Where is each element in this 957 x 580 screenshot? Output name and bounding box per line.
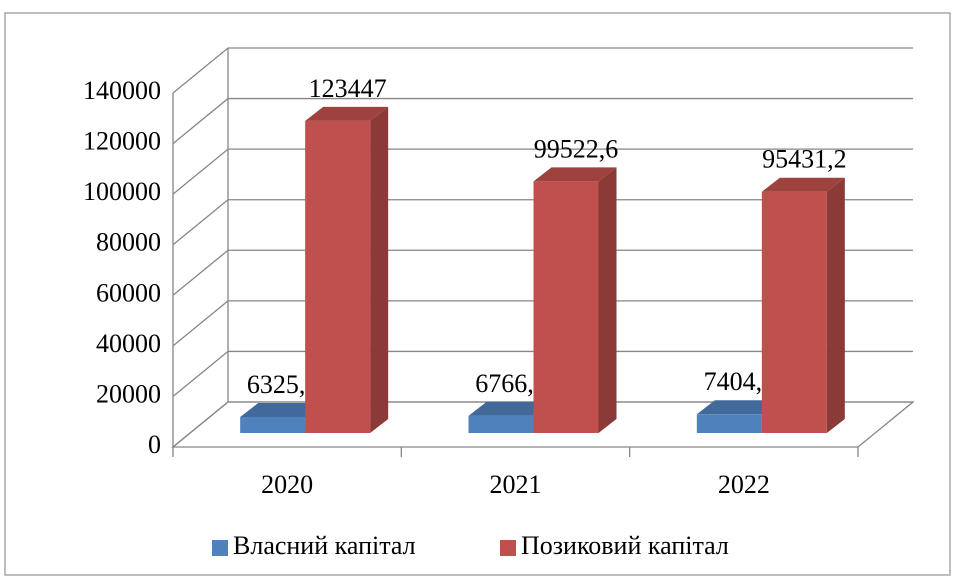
y-tick-label: 40000: [96, 329, 161, 358]
y-tick-label: 20000: [96, 379, 161, 408]
bar-side: [826, 177, 845, 433]
value-label: 95431,2: [762, 145, 847, 174]
bar: [468, 415, 534, 433]
bar-top: [240, 403, 324, 418]
x-tick-label: 2022: [718, 470, 770, 499]
bar: [533, 181, 599, 433]
bar-top: [696, 400, 780, 415]
x-tick-label: 2021: [490, 470, 542, 499]
bar: [240, 417, 306, 433]
y-tick-label: 140000: [83, 76, 161, 105]
bar-top: [533, 167, 617, 182]
legend-swatch: [212, 540, 228, 556]
legend-label: Позиковий капітал: [521, 531, 729, 560]
bar-top: [761, 177, 845, 192]
y-tick-label: 100000: [83, 177, 161, 206]
legend-swatch: [500, 540, 516, 556]
value-label: 99522,6: [534, 134, 619, 163]
bar-side: [598, 167, 617, 434]
y-tick-label: 0: [148, 430, 161, 459]
y-tick-label: 60000: [96, 278, 161, 307]
y-tick-label: 80000: [96, 228, 161, 257]
value-label: 123447: [309, 74, 387, 103]
bar: [305, 120, 371, 434]
legend-label: Власний капітал: [233, 531, 416, 560]
bar-top: [468, 401, 552, 416]
bar-side: [370, 106, 389, 434]
bar: [696, 414, 762, 433]
x-tick-label: 2020: [261, 470, 313, 499]
bar: [761, 191, 827, 433]
y-tick-label: 120000: [83, 127, 161, 156]
bar-top: [305, 106, 389, 121]
